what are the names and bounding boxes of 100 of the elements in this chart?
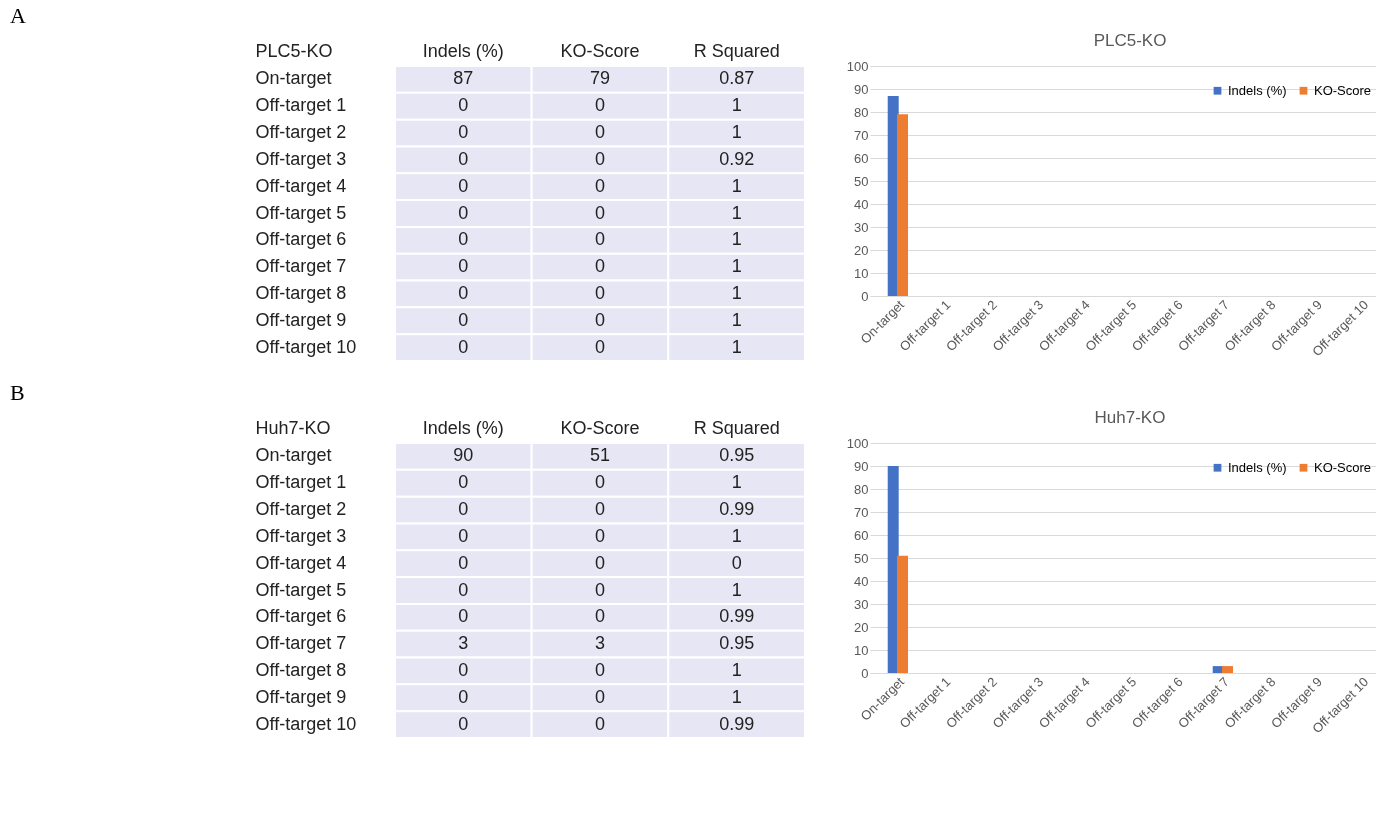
- data-label: 0: [458, 552, 469, 573]
- data-label: 0: [594, 552, 606, 573]
- data-label: 87: [453, 68, 474, 89]
- data-label: 0: [594, 499, 606, 520]
- data-label: 0: [458, 499, 469, 520]
- y-tick-label: 0: [861, 665, 869, 681]
- data-label: 1: [731, 659, 742, 680]
- y-tick-label: 10: [854, 265, 869, 281]
- data-label: 0: [458, 309, 469, 330]
- data-label: 0: [458, 122, 469, 143]
- data-label: 1: [731, 472, 742, 493]
- data-label: 0: [594, 95, 606, 116]
- data-label: 1: [731, 202, 742, 223]
- y-tick-label: Off-target 6: [255, 606, 347, 627]
- data-label: 0: [594, 175, 606, 196]
- data-label: 1: [731, 256, 742, 277]
- y-tick-label: Off-target 7: [255, 633, 347, 654]
- chart-title: PLC5-KO: [1093, 31, 1167, 50]
- y-tick-label: 90: [854, 458, 869, 474]
- data-label: 0: [458, 175, 469, 196]
- bar: [897, 555, 908, 673]
- data-label: 1: [731, 336, 742, 357]
- y-axis-title: PLC5-KO: [255, 40, 333, 61]
- data-label: 0: [594, 148, 606, 169]
- data-label: 0: [594, 122, 606, 143]
- y-tick-label: Off-target 8: [255, 659, 347, 680]
- x-tick-label: R Squared: [693, 40, 780, 61]
- data-label: 0: [594, 256, 606, 277]
- x-tick-label: Indels (%): [422, 40, 504, 61]
- data-label: 0: [458, 148, 469, 169]
- data-label: 0.99: [719, 499, 755, 520]
- data-label: 0.95: [719, 633, 755, 654]
- data-label: 1: [731, 309, 742, 330]
- data-label: 1: [731, 229, 742, 250]
- data-label: 0: [594, 229, 606, 250]
- data-label: 0: [458, 659, 469, 680]
- data-label: 0: [594, 713, 606, 734]
- y-tick-label: Off-target 5: [255, 202, 347, 223]
- data-label: 90: [453, 445, 474, 466]
- y-tick-label: 10: [854, 642, 869, 658]
- data-label: 0: [458, 202, 469, 223]
- y-tick-label: Off-target 1: [255, 95, 347, 116]
- data-label: 0: [594, 659, 606, 680]
- y-tick-label: Off-target 6: [255, 229, 347, 250]
- data-label: 0: [458, 579, 469, 600]
- y-tick-label: 30: [854, 219, 869, 235]
- data-label: 0: [458, 256, 469, 277]
- y-tick-label: Off-target 7: [255, 256, 347, 277]
- data-label: 0: [458, 282, 469, 303]
- data-label: 51: [589, 445, 611, 466]
- data-label: 0: [594, 309, 606, 330]
- legend-label: Indels (%): [1228, 82, 1287, 98]
- chart-title: Huh7-KO: [1094, 408, 1166, 427]
- data-label: 3: [458, 633, 469, 654]
- x-tick-label: Indels (%): [422, 417, 504, 438]
- legend-label: KO-Score: [1314, 82, 1372, 98]
- data-label: 0.87: [719, 68, 755, 89]
- data-label: 0.99: [719, 606, 755, 627]
- data-label: 3: [594, 633, 606, 654]
- y-tick-label: 50: [854, 550, 869, 566]
- data-label: 0: [458, 336, 469, 357]
- y-tick-label: Off-target 3: [255, 525, 347, 546]
- x-tick-label: KO-Score: [560, 417, 640, 438]
- y-tick-label: Off-target 2: [255, 499, 347, 520]
- data-label: 0.95: [719, 445, 755, 466]
- y-axis-title: Huh7-KO: [255, 417, 331, 438]
- text: B: [10, 380, 25, 405]
- data-label: 0: [458, 606, 469, 627]
- data-label: 1: [731, 282, 742, 303]
- data-label: 0: [458, 686, 469, 707]
- data-label: 1: [731, 579, 742, 600]
- y-tick-label: 20: [854, 242, 869, 258]
- y-tick-label: Off-target 3: [255, 148, 347, 169]
- y-tick-label: Off-target 5: [255, 579, 347, 600]
- y-tick-label: 40: [854, 196, 869, 212]
- bar: [1222, 666, 1233, 673]
- x-tick-label: R Squared: [693, 417, 780, 438]
- data-label: 0: [594, 282, 606, 303]
- data-label: 0: [594, 336, 606, 357]
- data-label: 79: [589, 68, 611, 89]
- y-tick-label: Off-target 2: [255, 122, 347, 143]
- y-tick-label: 100: [846, 435, 869, 451]
- data-label: 0: [458, 95, 469, 116]
- data-label: 0: [458, 713, 469, 734]
- data-label: 0.99: [719, 713, 755, 734]
- data-label: 0: [458, 229, 469, 250]
- data-label: 1: [731, 686, 742, 707]
- data-label: 1: [731, 122, 742, 143]
- y-tick-label: 90: [854, 81, 869, 97]
- y-tick-label: 40: [854, 573, 869, 589]
- y-tick-label: 80: [854, 104, 869, 120]
- data-label: 1: [731, 175, 742, 196]
- y-tick-label: Off-target 4: [255, 552, 347, 573]
- y-tick-label: 50: [854, 173, 869, 189]
- y-tick-label: Off-target 4: [255, 175, 347, 196]
- data-label: 0: [594, 202, 606, 223]
- y-tick-label: 60: [854, 150, 869, 166]
- data-label: 0: [594, 579, 606, 600]
- y-tick-label: 70: [854, 504, 869, 520]
- data-label: 0.92: [719, 148, 755, 169]
